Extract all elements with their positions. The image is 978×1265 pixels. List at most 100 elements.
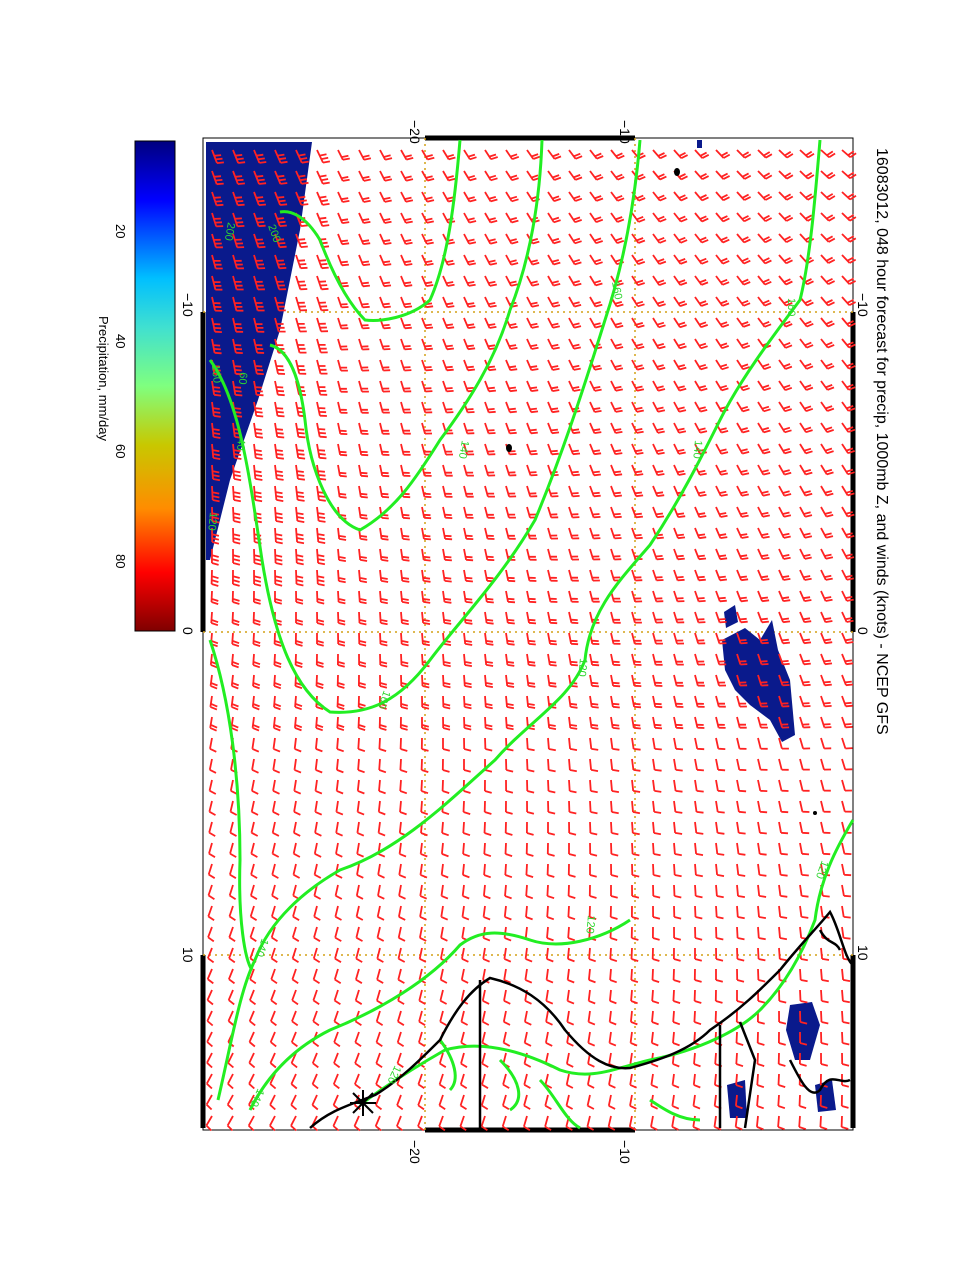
wind-barb-icon <box>274 569 283 587</box>
wind-barb-icon <box>736 737 747 750</box>
wind-barb-icon <box>482 947 490 963</box>
wind-barb-icon <box>736 548 749 560</box>
wind-barb-icon <box>820 989 829 1004</box>
wind-barb-icon <box>484 611 494 625</box>
wind-barb-icon <box>526 548 537 561</box>
wind-barb-icon <box>311 1073 319 1090</box>
wind-barb-icon <box>693 968 702 983</box>
wind-barb-icon <box>357 716 366 731</box>
wind-barb-icon <box>442 738 451 752</box>
wind-barb-icon <box>757 422 771 434</box>
wind-barb-icon <box>400 254 413 266</box>
wind-barb-icon <box>735 1031 744 1046</box>
wind-barb-icon <box>337 527 347 541</box>
wind-barb-icon <box>841 884 851 898</box>
wind-barb-icon <box>693 989 702 1004</box>
wind-barb-icon <box>253 317 265 333</box>
wind-barb-icon <box>694 212 709 223</box>
wind-barb-icon <box>209 737 217 753</box>
wind-barb-icon <box>248 1052 256 1069</box>
wind-barb-icon <box>400 653 409 668</box>
wind-barb-icon <box>545 968 554 984</box>
wind-barb-icon <box>610 758 620 772</box>
wind-barb-icon <box>610 422 623 434</box>
wind-barb-icon <box>442 611 452 625</box>
wind-barb-icon <box>274 149 288 164</box>
wind-barb-icon <box>756 1073 765 1089</box>
wind-barb-icon <box>841 380 856 391</box>
wind-barb-icon <box>442 548 452 562</box>
wind-barb-icon <box>568 317 582 329</box>
wind-barb-icon <box>439 1010 447 1026</box>
wind-barb-icon <box>546 884 555 900</box>
wind-barb-icon <box>693 1010 702 1026</box>
wind-barb-icon <box>841 569 854 581</box>
wind-barb-icon <box>295 464 306 481</box>
wind-barb-icon <box>421 380 433 393</box>
wind-barb-icon <box>610 885 618 899</box>
wind-barb-icon <box>673 947 681 962</box>
wind-barb-icon <box>291 947 299 964</box>
wind-barb-icon <box>337 611 346 626</box>
wind-barb-icon <box>400 212 413 224</box>
wind-barb-icon <box>270 968 278 985</box>
wind-barb-icon <box>396 1052 404 1069</box>
wind-barb-icon <box>270 1010 277 1027</box>
wind-barb-icon <box>463 464 474 477</box>
wind-barb-icon <box>272 737 281 753</box>
wind-barb-icon <box>565 1073 574 1089</box>
contour-line-4 <box>216 139 822 1101</box>
wind-barb-icon <box>211 548 219 566</box>
wind-barb-icon <box>274 506 284 524</box>
wind-barb-icon <box>315 674 324 689</box>
wind-barb-icon <box>799 779 810 792</box>
wind-barb-icon <box>316 611 325 626</box>
wind-barb-icon <box>252 632 261 647</box>
wind-barb-icon <box>439 968 448 984</box>
wind-barb-icon <box>505 380 518 393</box>
wind-barb-icon <box>736 338 751 349</box>
wind-barb-icon <box>567 905 576 921</box>
wind-barb-icon <box>441 758 450 773</box>
wind-barb-icon <box>692 1094 701 1110</box>
wind-barb-icon <box>820 338 835 349</box>
wind-barb-icon <box>419 863 428 879</box>
wind-barb-icon <box>293 737 302 753</box>
wind-barb-icon <box>290 1073 298 1090</box>
wind-barb-icon <box>484 191 498 203</box>
wind-barb-icon <box>421 569 431 583</box>
wind-barb-icon <box>715 863 725 877</box>
contour-line-6 <box>248 918 631 1111</box>
wind-barb-icon <box>820 569 833 581</box>
wind-barb-icon <box>715 359 729 371</box>
wind-barb-icon <box>610 443 623 455</box>
wind-barb-icon <box>442 674 451 689</box>
wind-barb-icon <box>482 905 491 921</box>
wind-barb-icon <box>358 590 367 605</box>
wind-barb-icon <box>631 527 643 540</box>
wind-barb-icon <box>379 632 388 647</box>
wind-barb-icon <box>713 1115 722 1131</box>
wind-barb-icon <box>211 527 220 545</box>
wind-barb-icon <box>421 212 434 224</box>
wind-barb-icon <box>820 695 832 708</box>
wind-barb-icon <box>295 254 308 270</box>
wind-barb-icon <box>694 779 704 793</box>
wind-barb-icon <box>419 926 427 942</box>
wind-barb-icon <box>567 863 576 878</box>
wind-barb-icon <box>694 422 708 434</box>
wind-barb-icon <box>480 1094 489 1110</box>
wind-barb-icon <box>799 632 812 645</box>
wind-barb-icon <box>253 590 261 605</box>
wind-barb-icon <box>586 1094 595 1110</box>
wind-barb-icon <box>757 632 769 645</box>
wind-barb-icon <box>418 1010 426 1026</box>
contour-line-3 <box>208 139 642 714</box>
wind-barb-icon <box>295 359 307 375</box>
wind-barb-icon <box>715 317 730 328</box>
wind-barb-icon <box>757 233 772 244</box>
wind-barb-icon <box>547 296 561 308</box>
wind-barb-icon <box>694 695 705 708</box>
wind-barb-icon <box>778 716 790 729</box>
wind-barb-icon <box>820 191 836 201</box>
